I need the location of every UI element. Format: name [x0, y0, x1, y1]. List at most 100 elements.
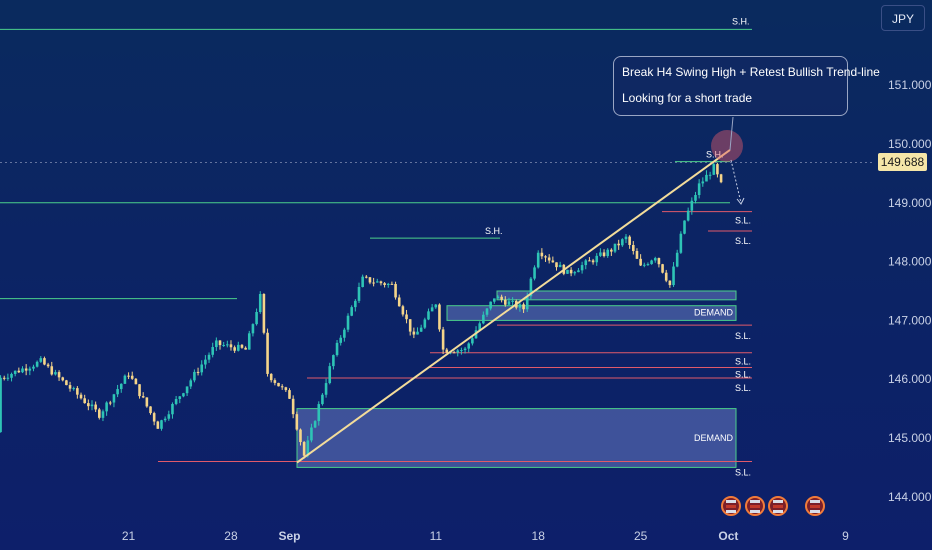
- candle-body: [639, 258, 642, 266]
- candle-body: [588, 260, 591, 262]
- candle-body: [394, 283, 397, 298]
- flag-stripe: [773, 505, 783, 508]
- candle-body: [119, 383, 123, 390]
- date-tick-label: 28: [224, 529, 238, 543]
- swing-low-label: S.L.: [735, 369, 751, 379]
- candle-body: [101, 411, 105, 418]
- candle-body: [163, 418, 167, 421]
- candle-body: [610, 249, 613, 252]
- candle-body: [694, 195, 697, 201]
- candle-body: [383, 283, 386, 285]
- date-tick-label: 21: [122, 529, 136, 543]
- flag-stripe: [750, 505, 760, 508]
- candle-body: [343, 329, 346, 338]
- candle-body: [412, 331, 416, 335]
- candle-body: [525, 296, 529, 310]
- candle-body: [204, 359, 207, 365]
- candle-body: [372, 282, 375, 284]
- candle-body: [555, 262, 558, 268]
- candle-body: [401, 306, 405, 315]
- candle-body: [295, 414, 299, 430]
- candle-body: [533, 267, 536, 279]
- candle-body: [17, 370, 21, 373]
- candle-body: [536, 252, 540, 268]
- candle-body: [335, 342, 339, 356]
- flag-stripe: [810, 500, 820, 503]
- demand-zone: [296, 408, 737, 468]
- candle-body: [445, 349, 449, 353]
- candle-body: [595, 255, 599, 263]
- candle-body: [182, 393, 185, 397]
- candle-body: [321, 394, 324, 405]
- candle-body: [390, 283, 394, 285]
- candle-body: [83, 398, 86, 404]
- candle-body: [152, 413, 156, 422]
- candle-body: [690, 200, 694, 211]
- candle-body: [6, 377, 10, 379]
- candle-body: [313, 421, 317, 428]
- candle-body: [697, 183, 701, 196]
- candle-body: [273, 380, 277, 383]
- candle-body: [368, 277, 372, 283]
- candle-body: [716, 164, 719, 175]
- flag-stripe: [750, 500, 760, 503]
- annotation-line-1: Break H4 Swing High + Retest Bullish Tre…: [622, 65, 880, 79]
- candle-body: [160, 420, 163, 429]
- candle-body: [408, 319, 412, 332]
- price-tick-label: 148.000: [888, 255, 932, 269]
- price-tick-label: 147.000: [888, 313, 932, 327]
- candle-body: [236, 344, 240, 351]
- candle-body: [65, 380, 68, 386]
- candle-body: [386, 283, 390, 285]
- flag-stripe: [810, 510, 820, 513]
- candle-body: [0, 377, 2, 433]
- candle-body: [130, 375, 134, 379]
- demand-zone: [446, 305, 737, 321]
- candle-body: [438, 304, 441, 330]
- projection-arrowhead: [736, 197, 745, 205]
- candle-body: [547, 257, 551, 261]
- candle-body: [39, 358, 43, 362]
- candle-body: [127, 375, 130, 377]
- candle-body: [43, 358, 46, 365]
- currency-badge[interactable]: JPY: [881, 5, 925, 31]
- candle-body: [365, 276, 368, 278]
- candle-body: [379, 281, 383, 284]
- candle-body: [54, 372, 57, 375]
- candle-body: [98, 409, 101, 418]
- candle-body: [646, 264, 650, 266]
- candle-body: [291, 398, 295, 415]
- candle-body: [569, 269, 573, 274]
- candle-body: [262, 294, 266, 333]
- date-tick-label: 9: [842, 529, 849, 543]
- candle-body: [642, 264, 646, 266]
- candle-body: [171, 403, 174, 415]
- candle-body: [529, 278, 533, 297]
- price-tick-label: 144.000: [888, 490, 932, 504]
- candle-body: [123, 375, 127, 384]
- candle-body: [277, 382, 280, 387]
- swing-low-label: S.L.: [735, 357, 751, 367]
- candle-body: [500, 296, 503, 300]
- candle-body: [258, 294, 262, 312]
- bullish-trendline: [296, 149, 731, 464]
- candle-body: [244, 347, 247, 350]
- candle-body: [679, 233, 683, 253]
- date-tick-label: Sep: [278, 529, 300, 543]
- candle-body: [255, 311, 258, 325]
- candle-body: [397, 297, 401, 307]
- candle-body: [719, 174, 723, 183]
- candle-body: [419, 327, 423, 332]
- candle-body: [661, 264, 664, 273]
- candle-body: [650, 260, 653, 265]
- levels-layer: S.H. S.H. S.H. S.L. S.L. S.L. S.L. S.L. S.L. S.L.: [0, 16, 752, 478]
- candle-body: [284, 387, 288, 391]
- candle-body: [544, 256, 547, 258]
- candle-body: [482, 314, 485, 324]
- candle-body: [178, 396, 182, 399]
- candle-body: [200, 364, 204, 373]
- zone-label: DEMAND: [694, 308, 734, 318]
- candle-body: [280, 386, 284, 388]
